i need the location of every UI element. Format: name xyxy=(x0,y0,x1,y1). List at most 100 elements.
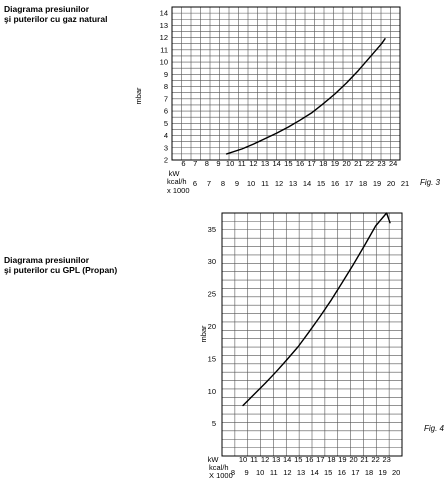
chart2-x-secondary-tick-label: 18 xyxy=(365,468,373,477)
chart2-x-secondary-tick-label: 16 xyxy=(338,468,346,477)
chart1-x-secondary-tick-label: 19 xyxy=(373,179,381,188)
chart1-y-tick-label: 14 xyxy=(160,9,168,18)
chart2-x-primary-tick-label: 17 xyxy=(316,455,324,464)
chart1-title: Diagrama presiunilor şi puterilor cu gaz… xyxy=(4,4,107,24)
chart2-y-tick-label: 30 xyxy=(208,257,216,266)
chart2-x-primary-tick-label: 18 xyxy=(327,455,335,464)
chart2-x-primary-tick-label: 16 xyxy=(305,455,313,464)
chart2-x-primary-tick-label: 22 xyxy=(371,455,379,464)
chart1-x-secondary-tick-label: 9 xyxy=(235,179,239,188)
chart2-x-secondary-tick-label: 12 xyxy=(283,468,291,477)
chart2-x-secondary-tick-label: 17 xyxy=(351,468,359,477)
chart2-x-secondary-unit-label-line2: X 1000 xyxy=(209,471,233,480)
chart1-x-secondary-tick-label: 17 xyxy=(345,179,353,188)
chart2-x-primary-tick-label: 14 xyxy=(283,455,291,464)
chart2-y-tick-label: 35 xyxy=(208,225,216,234)
chart2-y-tick-label: 15 xyxy=(208,354,216,363)
chart1-y-tick-label: 13 xyxy=(160,21,168,30)
chart1-x-primary-unit-label: kW xyxy=(169,169,181,178)
chart1-y-axis-label: mbar xyxy=(134,87,143,105)
chart2-y-tick-label: 25 xyxy=(208,290,216,299)
chart1-x-secondary-tick-label: 14 xyxy=(303,179,311,188)
chart1-x-primary-tick-label: 23 xyxy=(377,159,385,168)
chart2-series-line xyxy=(242,212,391,407)
chart1-x-primary-tick-label: 13 xyxy=(261,159,269,168)
chart1-x-primary-tick-label: 19 xyxy=(331,159,339,168)
chart2-x-secondary-tick-label: 14 xyxy=(310,468,318,477)
chart2-x-primary-tick-label: 11 xyxy=(250,455,258,464)
chart2-x-primary-tick-label: 20 xyxy=(349,455,357,464)
chart2-x-primary-tick-label: 23 xyxy=(382,455,390,464)
chart1-x-secondary-tick-label: 7 xyxy=(207,179,211,188)
chart1-x-primary-tick-label: 20 xyxy=(342,159,350,168)
chart2-x-secondary-tick-label: 9 xyxy=(245,468,249,477)
chart2-x-secondary-tick-label: 19 xyxy=(378,468,386,477)
chart2-x-secondary-tick-label: 11 xyxy=(270,468,278,477)
chart2-x-secondary-tick-label: 20 xyxy=(392,468,400,477)
chart1-y-tick-label: 10 xyxy=(160,58,168,67)
chart2-y-tick-label: 5 xyxy=(212,419,216,428)
chart1-x-primary-tick-label: 17 xyxy=(307,159,315,168)
chart2-x-primary-unit-label: kW xyxy=(208,455,220,464)
chart1-x-secondary-tick-label: 12 xyxy=(275,179,283,188)
chart1-x-secondary-tick-label: 6 xyxy=(193,179,197,188)
chart2-x-primary-tick-label: 15 xyxy=(294,455,302,464)
chart1-y-tick-label: 8 xyxy=(164,82,168,91)
chart1-x-primary-tick-label: 6 xyxy=(181,159,185,168)
chart2-title-line2: şi puterilor cu GPL (Propan) xyxy=(4,265,118,275)
chart1-x-primary-tick-label: 9 xyxy=(216,159,220,168)
chart1-y-tick-label: 3 xyxy=(164,143,168,152)
chart1-x-secondary-tick-label: 8 xyxy=(221,179,225,188)
chart2-figure-label: Fig. 4 xyxy=(424,424,445,433)
chart1-title-line2: şi puterilor cu gaz natural xyxy=(4,14,108,24)
chart2-x-primary-tick-label: 12 xyxy=(261,455,269,464)
chart2-y-tick-label: 10 xyxy=(208,387,216,396)
chart2-plot-frame xyxy=(221,212,403,457)
chart1-x-secondary-tick-label: 18 xyxy=(359,179,367,188)
chart1-x-secondary-tick-label: 11 xyxy=(261,179,269,188)
chart1-title-line1: Diagrama presiunilor xyxy=(4,4,90,14)
chart1-x-primary-tick-label: 21 xyxy=(354,159,362,168)
chart1-x-secondary-tick-label: 13 xyxy=(289,179,297,188)
chart1-y-tick-label: 4 xyxy=(164,131,168,140)
chart2-x-primary-tick-label: 19 xyxy=(338,455,346,464)
chart1-x-secondary-tick-label: 10 xyxy=(247,179,255,188)
chart2-x-secondary-tick-label: 10 xyxy=(256,468,264,477)
chart1-y-tick-label: 12 xyxy=(160,33,168,42)
chart1-x-secondary-tick-label: 21 xyxy=(401,179,409,188)
chart2-x-secondary-tick-label: 15 xyxy=(324,468,332,477)
chart1-x-primary-tick-label: 16 xyxy=(296,159,304,168)
chart2-x-secondary-tick-label: 13 xyxy=(297,468,305,477)
chart1-figure-label: Fig. 3 xyxy=(420,178,441,187)
chart2-y-axis-label: mbar xyxy=(199,325,208,343)
chart1-x-primary-tick-label: 10 xyxy=(226,159,234,168)
chart1-x-primary-tick-label: 11 xyxy=(238,159,246,168)
chart1-x-primary-tick-label: 24 xyxy=(389,159,397,168)
chart2-title: Diagrama presiunilor şi puterilor cu GPL… xyxy=(4,255,117,275)
chart1-x-primary-tick-label: 12 xyxy=(249,159,257,168)
chart1-y-tick-label: 2 xyxy=(164,156,168,165)
chart1-y-tick-label: 7 xyxy=(164,94,168,103)
chart1-x-primary-tick-label: 15 xyxy=(284,159,292,168)
chart1-y-tick-label: 9 xyxy=(164,70,168,79)
chart1-y-tick-label: 5 xyxy=(164,119,168,128)
chart1-x-primary-tick-label: 7 xyxy=(193,159,197,168)
chart2-y-tick-label: 20 xyxy=(208,322,216,331)
chart1-x-primary-tick-label: 8 xyxy=(205,159,209,168)
chart2-x-primary-tick-label: 10 xyxy=(239,455,247,464)
chart1-x-primary-tick-label: 22 xyxy=(366,159,374,168)
chart2-x-secondary-tick-label: 8 xyxy=(231,468,235,477)
chart1-x-secondary-unit-label-line2: x 1000 xyxy=(167,186,190,195)
chart1-x-primary-tick-label: 14 xyxy=(273,159,281,168)
chart2-x-secondary-unit-label-line1: kcal/h xyxy=(209,463,229,472)
chart1-plot-frame xyxy=(171,6,401,161)
chart2-x-primary-tick-label: 21 xyxy=(360,455,368,464)
chart1-y-tick-label: 11 xyxy=(160,45,168,54)
chart2-title-line1: Diagrama presiunilor xyxy=(4,255,90,265)
chart1-x-primary-tick-label: 18 xyxy=(319,159,327,168)
chart1-x-secondary-tick-label: 15 xyxy=(317,179,325,188)
chart1-x-secondary-unit-label-line1: kcal/h xyxy=(167,177,187,186)
chart2-x-primary-tick-label: 13 xyxy=(272,455,280,464)
chart1-series-line xyxy=(225,38,386,155)
